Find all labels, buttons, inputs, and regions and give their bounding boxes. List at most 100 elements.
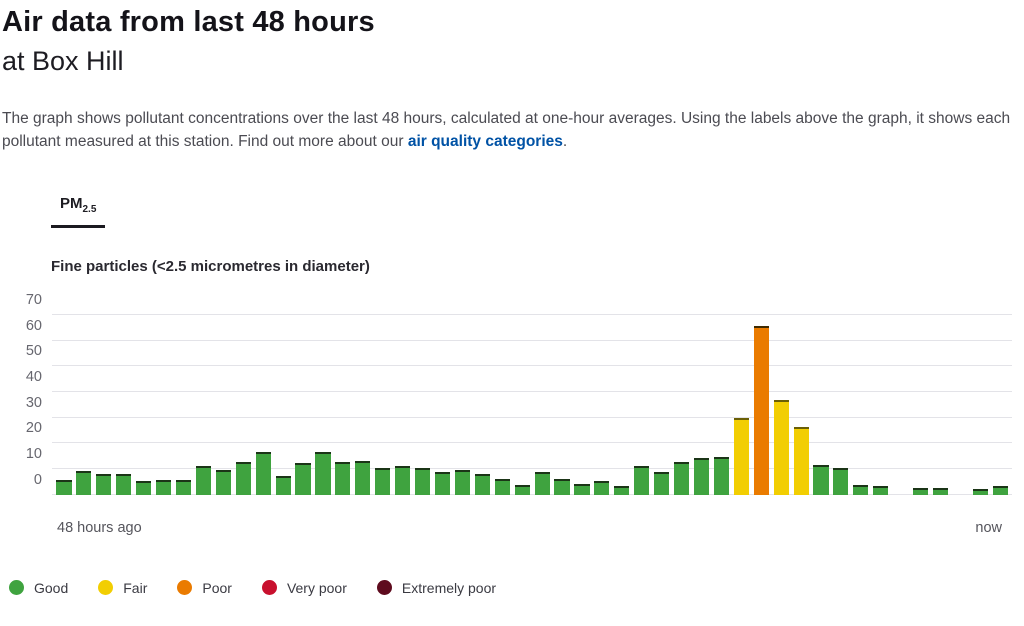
chart-bar [454,469,470,495]
bar-slot-2 [74,315,94,495]
chart-bar [614,486,630,495]
bar-slot-25 [532,315,552,495]
bar-slot-24 [512,315,532,495]
air-quality-categories-link[interactable]: air quality categories [407,132,563,150]
bar-slot-9 [213,315,233,495]
chart-bar [255,451,271,495]
chart-bar [833,468,849,495]
bar-slot-34 [711,315,731,495]
chart-bar [733,418,749,495]
chart-bar [913,487,929,495]
page-subtitle: at Box Hill [2,46,124,76]
chart-bar [713,456,729,495]
legend-item-very-poor: Very poor [261,580,347,596]
y-tick-label-30: 30 [25,394,42,411]
bar-slot-16 [353,315,373,495]
bar-slot-45 [931,315,951,495]
chart-bar [96,473,112,495]
chart-bar [474,473,490,495]
y-tick-label-0: 0 [33,471,42,488]
gridline-10 [52,468,1012,470]
chart-bar [395,465,411,495]
bar-slot-46 [950,315,970,495]
chart-bar [634,465,650,495]
bar-slot-18 [393,315,413,495]
chart-bar [992,486,1008,495]
bar-slot-10 [233,315,253,495]
bar-slot-21 [452,315,472,495]
bar-slot-20 [433,315,453,495]
page-title: Air data from last 48 hours [2,6,375,38]
chart-bar [136,481,152,495]
chart-bar [235,462,251,495]
bar-slot-29 [612,315,632,495]
bar-slot-38 [791,315,811,495]
chart-bar [793,427,809,495]
chart-bar [972,489,988,495]
chart-bar [813,464,829,495]
bar-slot-43 [891,315,911,495]
extremely-poor-swatch-icon [376,580,392,596]
bar-slot-44 [911,315,931,495]
very-poor-swatch-icon [261,580,277,596]
bar-slot-42 [871,315,891,495]
chart-bar [673,462,690,495]
bar-slot-47 [970,315,990,495]
bar-slot-37 [771,315,791,495]
bar-slot-1 [54,315,74,495]
bar-series [54,315,1010,495]
gridline-20 [52,442,1012,444]
gridline-30 [52,416,1012,418]
chart-bar [773,400,789,495]
chart-bar [534,472,550,495]
bar-slot-8 [193,315,213,495]
y-tick-label-40: 40 [25,369,42,386]
gridline-50 [52,365,1012,367]
legend-item-good: Good [9,580,68,596]
chart-bar [156,480,172,495]
bar-slot-6 [154,315,174,495]
y-tick-label-10: 10 [25,446,42,463]
chart-bar [853,485,869,495]
bar-slot-15 [333,315,353,495]
bar-slot-33 [692,315,712,495]
description-text-before: The graph shows pollutant concentrations… [2,110,1011,150]
bar-slot-22 [472,315,492,495]
bar-slot-4 [114,315,134,495]
bar-slot-39 [811,315,831,495]
bar-slot-11 [253,315,273,495]
legend-item-fair: Fair [98,580,147,596]
chart-bar [693,458,710,495]
good-swatch-icon [9,580,24,596]
chart-bar [215,469,231,495]
chart-bar [275,476,291,495]
bar-slot-13 [293,315,313,495]
chart-plot-area: 0 10 20 30 40 50 60 70 [26,292,1012,495]
page-description: The graph shows pollutant concentrations… [2,108,1016,154]
fair-swatch-icon [98,580,114,596]
chart-bar [76,471,92,495]
chart-bar [56,480,72,495]
y-tick-label-50: 50 [25,343,42,360]
bar-slot-19 [413,315,433,495]
chart-bar [175,480,192,495]
chart-bar [554,478,570,495]
bar-slot-28 [592,315,612,495]
gridline-70 [52,313,1012,315]
y-tick-label-20: 20 [25,420,42,437]
bar-slot-31 [652,315,672,495]
chart-bar [434,472,451,495]
description-text-after: . [562,132,568,150]
chart-bar [574,483,590,495]
bar-slot-26 [552,315,572,495]
chart-bar [195,465,211,495]
chart-bar [375,468,391,495]
pollutant-tabs: PM2.5 [51,195,1022,228]
bar-slot-40 [831,315,851,495]
tab-pm25[interactable]: PM2.5 [51,195,106,228]
tab-pm25-subscript: 2.5 [82,203,97,215]
chart-legend: Good Fair Poor Very poor Extremely poor [9,580,1022,596]
chart-bar [315,451,331,495]
y-tick-label-70: 70 [25,291,42,308]
bar-slot-12 [273,315,293,495]
